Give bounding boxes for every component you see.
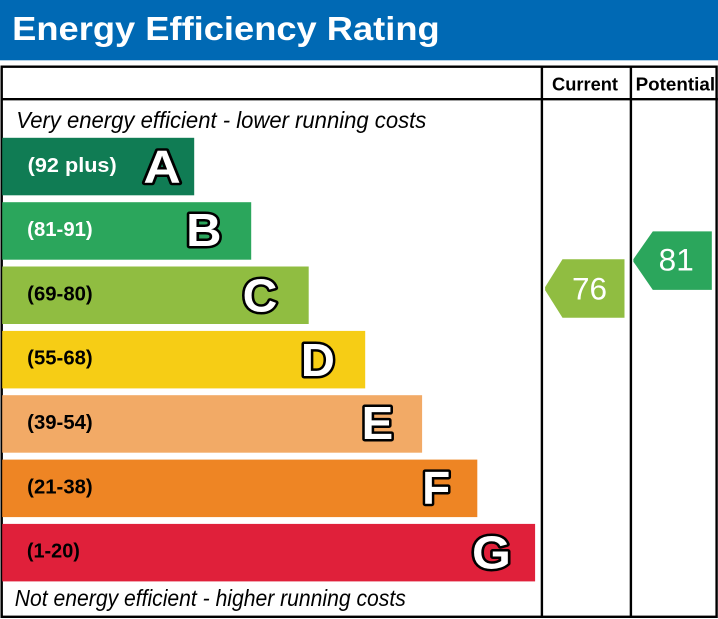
- svg-text:(21-38): (21-38): [27, 476, 93, 498]
- svg-text:Current: Current: [552, 74, 618, 94]
- svg-text:C: C: [243, 270, 278, 322]
- svg-text:(55-68): (55-68): [27, 348, 93, 370]
- svg-text:(69-80): (69-80): [27, 283, 93, 305]
- svg-text:Energy Efficiency Rating: Energy Efficiency Rating: [12, 11, 440, 48]
- svg-text:A: A: [143, 140, 180, 192]
- svg-text:(39-54): (39-54): [27, 412, 93, 434]
- svg-text:(1-20): (1-20): [27, 541, 80, 563]
- svg-text:Not energy efficient - higher: Not energy efficient - higher running co…: [15, 585, 406, 611]
- svg-text:G: G: [472, 526, 511, 578]
- svg-text:(81-91): (81-91): [27, 219, 93, 241]
- svg-text:E: E: [362, 397, 394, 449]
- svg-text:Potential: Potential: [636, 74, 716, 94]
- svg-text:Very energy efficient - lower: Very energy efficient - lower running co…: [16, 107, 426, 133]
- svg-text:F: F: [422, 462, 450, 514]
- svg-text:76: 76: [572, 270, 607, 306]
- svg-text:81: 81: [659, 242, 694, 278]
- svg-text:D: D: [301, 334, 335, 386]
- svg-text:(92 plus): (92 plus): [28, 155, 117, 177]
- svg-text:B: B: [186, 204, 221, 256]
